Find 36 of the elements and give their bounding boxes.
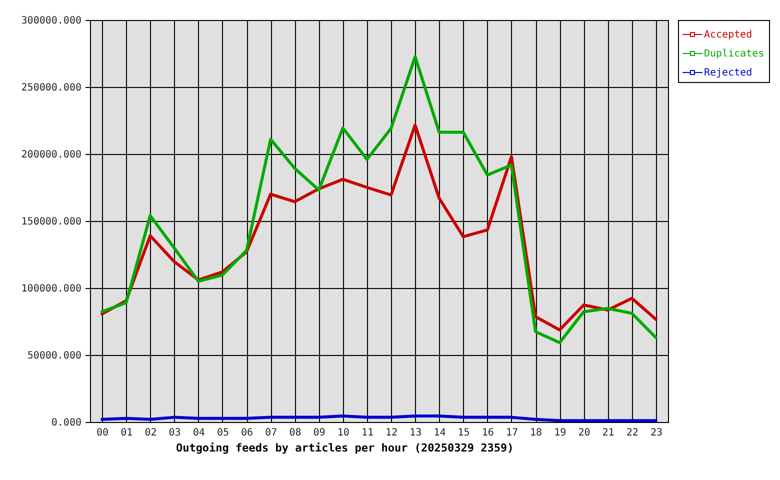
x-tick-label: 03	[168, 428, 181, 438]
y-tick-label: 0.000	[51, 418, 82, 428]
y-tick-label: 250000.000	[21, 82, 82, 94]
x-tick-label: 19	[554, 428, 566, 438]
x-tick-label: 11	[361, 428, 374, 438]
y-tick-label: 150000.000	[21, 216, 82, 228]
legend-label: Duplicates	[704, 48, 764, 60]
x-tick-label: 09	[313, 428, 326, 438]
x-tick-label: 22	[626, 428, 638, 438]
x-tick-label: 23	[650, 428, 662, 438]
x-tick-label: 13	[410, 428, 422, 438]
x-tick-label: 04	[192, 428, 205, 438]
x-tick-label: 18	[530, 428, 542, 438]
x-tick-label: 20	[578, 428, 590, 438]
y-tick-label: 200000.000	[21, 150, 82, 160]
x-tick-label: 15	[458, 428, 470, 438]
y-tick-label: 100000.000	[21, 284, 82, 294]
x-tick-label: 17	[506, 428, 518, 438]
y-tick-label: 300000.000	[21, 16, 82, 26]
x-tick-label: 14	[434, 428, 446, 438]
y-tick-label: 50000.000	[27, 350, 82, 362]
x-tick-label: 06	[241, 428, 254, 438]
x-tick-label: 00	[96, 428, 109, 438]
x-tick-label: 07	[265, 428, 278, 438]
x-tick-label: 12	[386, 428, 398, 438]
x-tick-label: 16	[482, 428, 494, 438]
x-axis-title: Outgoing feeds by articles per hour (20250329 2359)	[176, 442, 514, 454]
line-series	[100, 55, 658, 344]
x-tick-label: 01	[120, 428, 133, 438]
x-tick-label: 02	[144, 428, 157, 438]
x-tick-label: 05	[216, 428, 229, 438]
legend-label: Accepted	[704, 30, 752, 40]
x-tick-label: 08	[289, 428, 302, 438]
x-tick-label: 10	[337, 428, 350, 438]
x-tick-label: 21	[602, 428, 614, 438]
legend-label: Rejected	[704, 68, 752, 78]
